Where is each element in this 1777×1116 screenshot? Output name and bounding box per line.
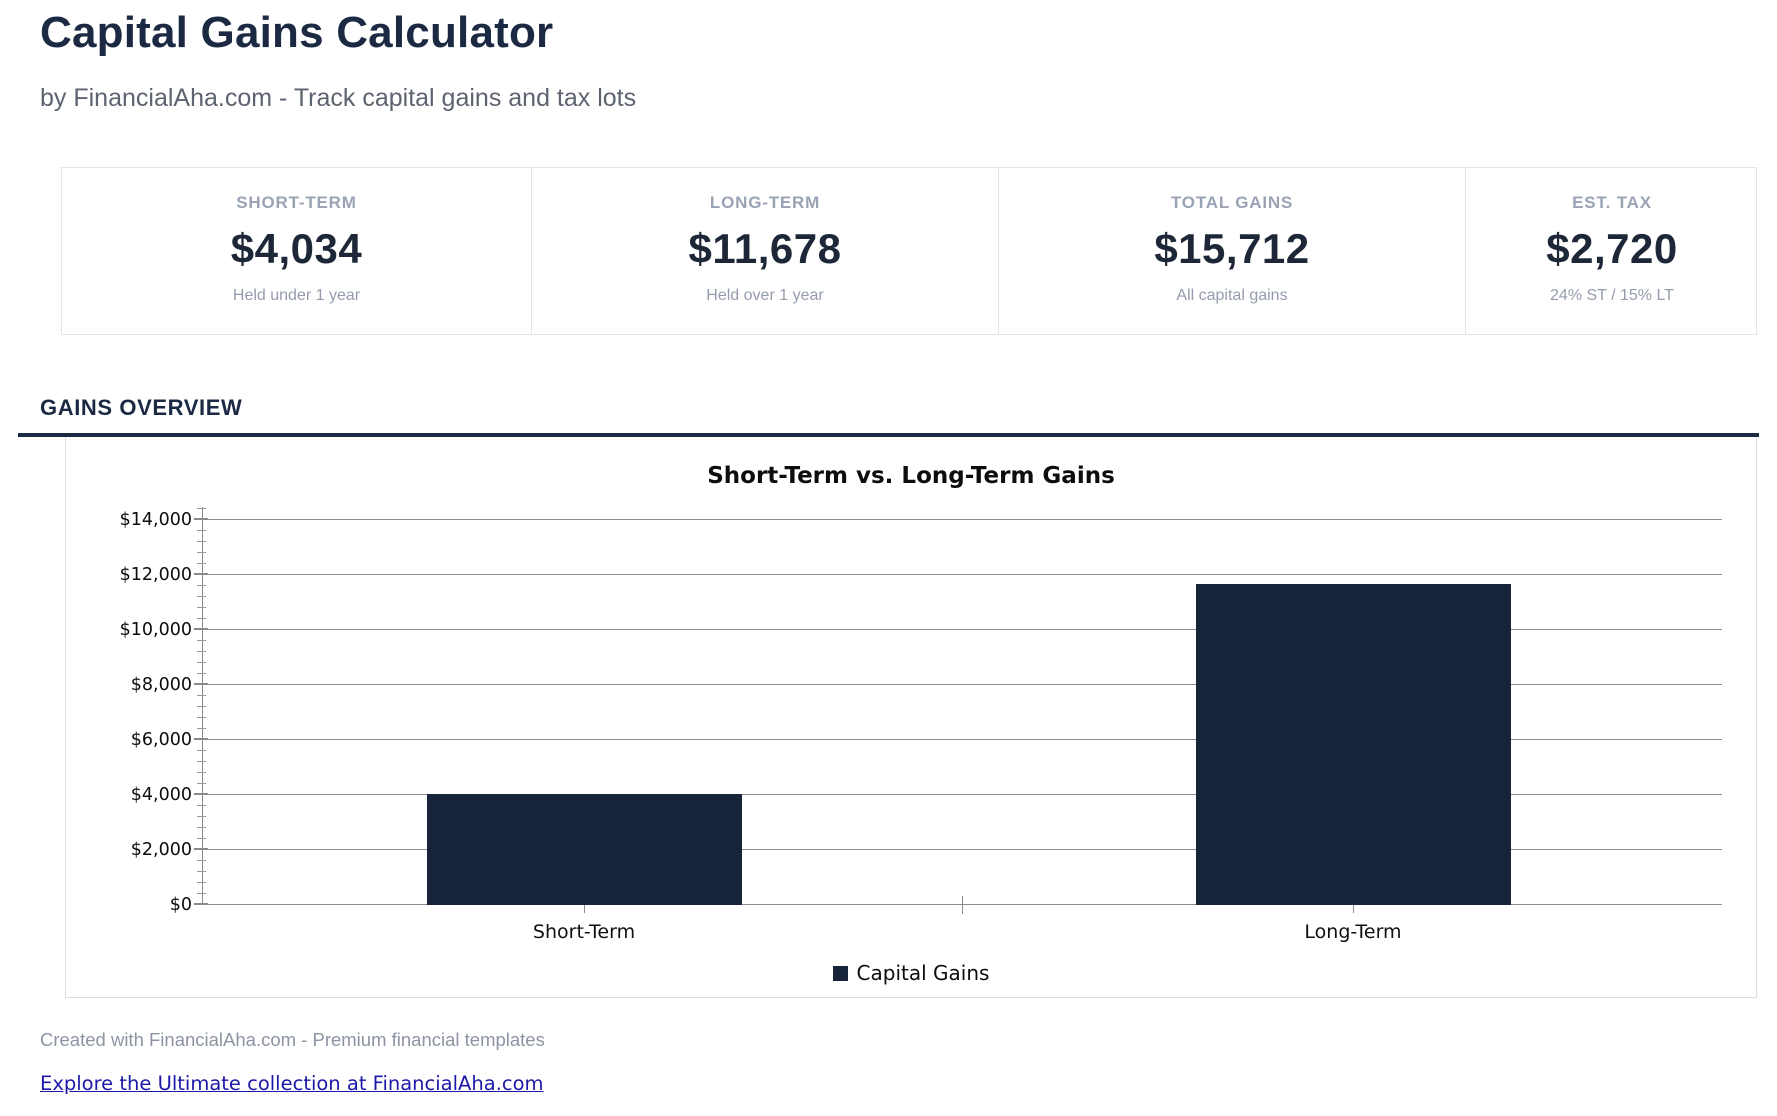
stat-card-label: SHORT-TERM: [236, 193, 357, 212]
chart-container: Short-Term vs. Long-Term Gains $0 $2,000 $…: [65, 437, 1757, 998]
stat-card-label: LONG-TERM: [709, 193, 821, 212]
y-gridline: [202, 519, 1722, 520]
y-axis-minor-tick: [197, 882, 206, 883]
y-axis-minor-tick: [197, 772, 206, 773]
y-axis-minor-tick: [197, 893, 206, 894]
stat-card-long-term: LONG-TERM $11,678 Held over 1 year: [531, 168, 998, 334]
summary-cards: SHORT-TERM $4,034 Held under 1 year LONG…: [61, 167, 1757, 335]
y-axis-minor-tick: [197, 695, 206, 696]
y-tick-label: $0: [169, 895, 192, 915]
x-axis-tick: [1353, 905, 1354, 913]
y-gridline: [202, 629, 1722, 630]
chart-legend: Capital Gains: [66, 961, 1756, 985]
y-gridline: [202, 794, 1722, 795]
y-axis-tick: [194, 793, 208, 795]
y-axis-minor-tick: [197, 827, 206, 828]
stat-card-subtext: All capital gains: [1176, 287, 1288, 304]
y-axis-minor-tick: [197, 662, 206, 663]
chart-title: Short-Term vs. Long-Term Gains: [707, 463, 1115, 489]
y-axis-tick: [194, 573, 208, 575]
y-tick-label: $10,000: [119, 620, 192, 640]
stat-card-short-term: SHORT-TERM $4,034 Held under 1 year: [62, 168, 531, 334]
y-axis-minor-tick: [197, 783, 206, 784]
y-axis-tick: [194, 518, 208, 520]
stat-card-label: EST. TAX: [1572, 193, 1652, 212]
y-tick-label: $4,000: [130, 785, 192, 805]
y-tick-label: $12,000: [119, 565, 192, 585]
stat-card-est-tax: EST. TAX $2,720 24% ST / 15% LT: [1465, 168, 1758, 334]
stat-card-value: $15,712: [1154, 225, 1310, 272]
y-axis-minor-tick: [197, 750, 206, 751]
y-axis-minor-tick: [197, 838, 206, 839]
y-tick-label: $8,000: [130, 675, 192, 695]
stat-card-subtext: Held under 1 year: [232, 287, 361, 304]
y-tick-label: $14,000: [119, 510, 192, 530]
footer-note: Created with FinancialAha.com - Premium …: [40, 1029, 545, 1050]
y-axis-minor-tick: [197, 673, 206, 674]
stat-card-subtext: Held over 1 year: [706, 287, 824, 304]
footer-link[interactable]: Explore the Ultimate collection at Finan…: [40, 1072, 544, 1095]
stat-card-value: $4,034: [230, 225, 363, 272]
y-axis-minor-tick: [197, 871, 206, 872]
y-axis-tick: [194, 738, 208, 740]
y-tick-label: $6,000: [130, 730, 192, 750]
y-gridline: [202, 739, 1722, 740]
y-axis-minor-tick: [197, 816, 206, 817]
x-axis-boundary-tick: [962, 896, 963, 914]
y-axis-minor-tick: [197, 541, 206, 542]
y-axis-minor-tick: [197, 596, 206, 597]
y-tick-label: $2,000: [130, 840, 192, 860]
section-underline: [18, 433, 1759, 437]
stat-card-label: TOTAL GAINS: [1170, 193, 1294, 212]
y-axis-minor-tick: [197, 530, 206, 531]
stat-card-total-gains: TOTAL GAINS $15,712 All capital gains: [998, 168, 1465, 334]
y-axis-minor-tick: [197, 640, 206, 641]
bar-chart-plot: $0 $2,000 $4,000 $6,000 $8,000 $10,000 $12,000…: [120, 507, 1722, 943]
bar-short-term: [426, 794, 742, 905]
y-gridline: [202, 574, 1722, 575]
page-subtitle: by FinancialAha.com - Track capital gain…: [40, 84, 637, 112]
y-axis-minor-tick: [197, 552, 206, 553]
page-title: Capital Gains Calculator: [40, 8, 554, 57]
y-axis-minor-tick: [197, 651, 206, 652]
y-axis-minor-tick: [197, 706, 206, 707]
y-axis-minor-tick: [197, 860, 206, 861]
legend-swatch: [832, 965, 848, 981]
y-axis-minor-tick: [197, 805, 206, 806]
y-gridline: [202, 684, 1722, 685]
stat-card-subtext: 24% ST / 15% LT: [1550, 287, 1674, 304]
y-axis-tick: [194, 628, 208, 630]
legend-label: Capital Gains: [856, 961, 990, 985]
y-axis-tick: [194, 903, 208, 905]
y-axis-minor-tick: [197, 717, 206, 718]
y-axis-tick: [194, 683, 208, 685]
y-axis-tick: [194, 848, 208, 850]
y-axis-minor-tick: [197, 761, 206, 762]
y-axis-minor-tick: [197, 618, 206, 619]
x-axis-label-long-term: Long-Term: [1304, 921, 1402, 943]
stat-card-value: $2,720: [1546, 225, 1678, 272]
section-title-gains-overview: GAINS OVERVIEW: [40, 395, 243, 420]
bar-long-term: [1195, 583, 1511, 905]
x-axis-tick: [584, 905, 585, 913]
stat-card-value: $11,678: [688, 225, 842, 272]
y-axis-minor-tick: [197, 563, 206, 564]
x-axis-label-short-term: Short-Term: [532, 921, 636, 943]
y-axis-minor-tick: [197, 585, 206, 586]
y-axis-minor-tick: [197, 728, 206, 729]
y-gridline: [202, 849, 1722, 850]
y-axis-minor-tick: [197, 607, 206, 608]
y-axis-minor-tick: [197, 508, 206, 509]
